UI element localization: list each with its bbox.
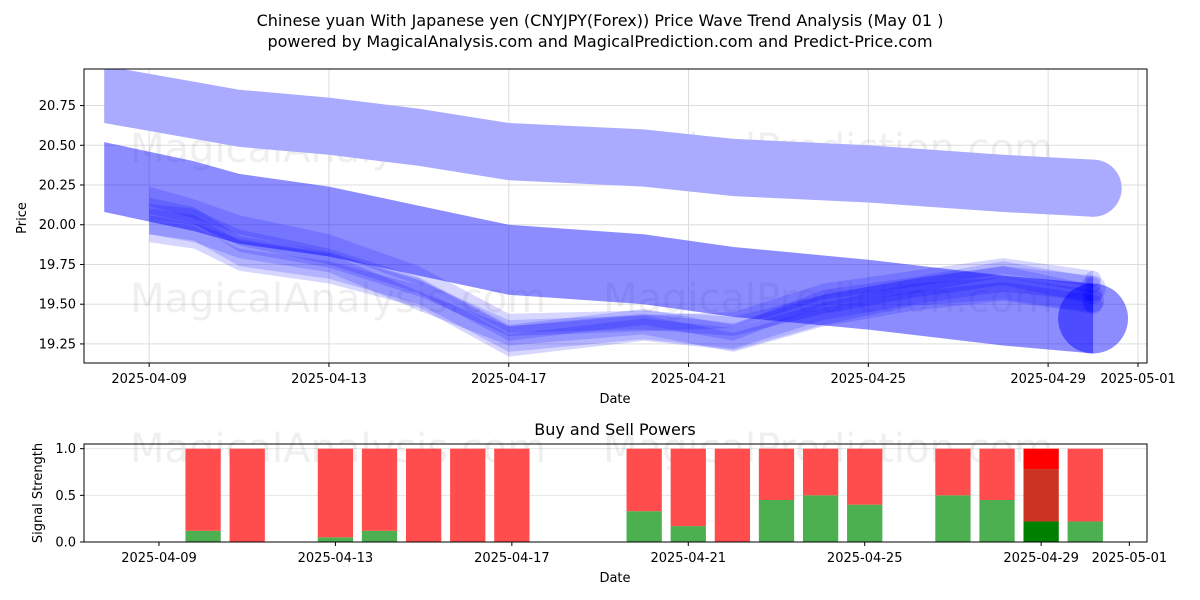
signal-x-tick-label: 2025-04-13 xyxy=(298,551,374,566)
signal-bars xyxy=(185,448,1103,542)
price-x-tick-label: 2025-04-21 xyxy=(651,372,727,387)
sell-bar xyxy=(979,448,1015,500)
wave-end-cap xyxy=(1064,159,1122,217)
price-y-axis-label: Price xyxy=(15,202,30,234)
sell-bar xyxy=(317,448,354,538)
price-x-axis-label: Date xyxy=(599,392,630,407)
wave-band xyxy=(149,197,1094,336)
wave-band xyxy=(149,208,1094,352)
sell-bar xyxy=(229,448,265,542)
sell-bar xyxy=(670,448,706,527)
sell-bar xyxy=(1023,469,1059,522)
sell-bar xyxy=(802,448,839,496)
wave-end-cap xyxy=(1083,294,1103,314)
signal-y-tick-label: 0.5 xyxy=(55,489,76,504)
signal-y-ticks: 0.0 0.5 1.0 xyxy=(55,442,84,551)
price-x-tick-label: 2025-04-17 xyxy=(471,372,547,387)
buy-bar xyxy=(758,500,795,542)
sell-bar xyxy=(361,448,398,531)
price-x-ticks: 2025-04-09 2025-04-13 2025-04-17 2025-04-21… xyxy=(111,363,1176,387)
buy-bar xyxy=(626,511,662,542)
price-x-tick-label: 2025-04-29 xyxy=(1010,372,1086,387)
buy-bar xyxy=(317,537,354,542)
signal-x-tick-label: 2025-05-01 xyxy=(1092,551,1168,566)
watermark-analysis-2: MagicalAnalysis.com xyxy=(130,276,546,322)
price-x-tick-label: 2025-04-25 xyxy=(831,372,907,387)
price-x-tick-label: 2025-04-09 xyxy=(111,372,187,387)
sell-bar xyxy=(935,448,971,496)
sell-bar xyxy=(185,448,221,531)
price-y-tick-label: 20.00 xyxy=(39,218,76,233)
wave-end-cap xyxy=(1080,275,1106,302)
wave-band xyxy=(149,204,1094,341)
signal-y-axis-label: Signal Strength xyxy=(31,443,46,543)
wave-band xyxy=(104,142,1094,354)
sell-bar xyxy=(626,448,662,512)
wave-end-cap xyxy=(1081,289,1105,313)
wave-band xyxy=(104,69,1094,217)
signal-panel: Buy and Sell Powers MagicalAnalysis.com … xyxy=(31,420,1167,586)
wave-band xyxy=(149,220,1094,357)
signal-x-axis-label: Date xyxy=(599,571,630,586)
price-panel: MagicalAnalysis.com MagicalPrediction.co… xyxy=(15,68,1176,407)
signal-y-tick-label: 0.0 xyxy=(55,536,76,551)
buy-bar xyxy=(935,495,971,542)
chart-title-line1: Chinese yuan With Japanese yen (CNYJPY(F… xyxy=(257,11,944,30)
sell-bar xyxy=(405,448,442,542)
price-x-tick-label: 2025-04-13 xyxy=(291,372,367,387)
signal-plot-frame xyxy=(83,443,1148,543)
wave-end-cap xyxy=(1085,277,1102,294)
wave-band xyxy=(149,186,1094,336)
price-plot-frame xyxy=(83,68,1148,364)
signal-panel-title: Buy and Sell Powers xyxy=(534,420,696,439)
price-y-tick-label: 20.75 xyxy=(39,99,76,114)
sell-bar-strong xyxy=(1023,448,1059,470)
sell-bar xyxy=(450,448,486,542)
buy-bar xyxy=(361,530,398,542)
signal-y-tick-label: 1.0 xyxy=(55,442,76,457)
buy-bar xyxy=(670,526,706,542)
sell-bar xyxy=(1067,448,1103,522)
sell-bar xyxy=(714,448,751,542)
wave-end-cap xyxy=(1058,283,1129,354)
signal-x-tick-label: 2025-04-21 xyxy=(650,551,726,566)
price-y-tick-label: 19.50 xyxy=(39,298,76,313)
wave-end-cap xyxy=(1085,270,1102,287)
price-y-ticks: 19.25 19.50 19.75 20.00 20.25 20.50 20.75 xyxy=(39,99,84,352)
price-wave-series xyxy=(104,69,1129,357)
price-y-tick-label: 20.50 xyxy=(39,139,76,154)
sell-bar xyxy=(847,448,883,505)
signal-x-ticks: 2025-04-09 2025-04-13 2025-04-17 2025-04-21… xyxy=(121,542,1167,566)
buy-bar xyxy=(979,500,1015,542)
sell-bar xyxy=(494,448,530,542)
signal-x-tick-label: 2025-04-09 xyxy=(121,551,197,566)
buy-bar xyxy=(1067,521,1103,542)
buy-bar xyxy=(185,530,221,542)
signal-x-tick-label: 2025-04-25 xyxy=(827,551,903,566)
wave-end-cap xyxy=(1083,285,1103,305)
signal-x-tick-label: 2025-04-29 xyxy=(1003,551,1079,566)
sell-bar xyxy=(758,448,795,500)
wave-band xyxy=(149,215,1094,352)
price-x-tick-label: 2025-05-01 xyxy=(1100,372,1176,387)
buy-bar xyxy=(847,504,883,542)
buy-bar xyxy=(1023,521,1059,542)
signal-x-tick-label: 2025-04-17 xyxy=(474,551,550,566)
watermark-prediction-2: MagicalPrediction.com xyxy=(603,276,1053,322)
price-y-tick-label: 20.25 xyxy=(39,179,76,194)
buy-bar xyxy=(802,495,839,542)
price-y-tick-label: 19.75 xyxy=(39,258,76,273)
price-y-tick-label: 19.25 xyxy=(39,337,76,352)
chart-title-line2: powered by MagicalAnalysis.com and Magic… xyxy=(267,32,932,51)
